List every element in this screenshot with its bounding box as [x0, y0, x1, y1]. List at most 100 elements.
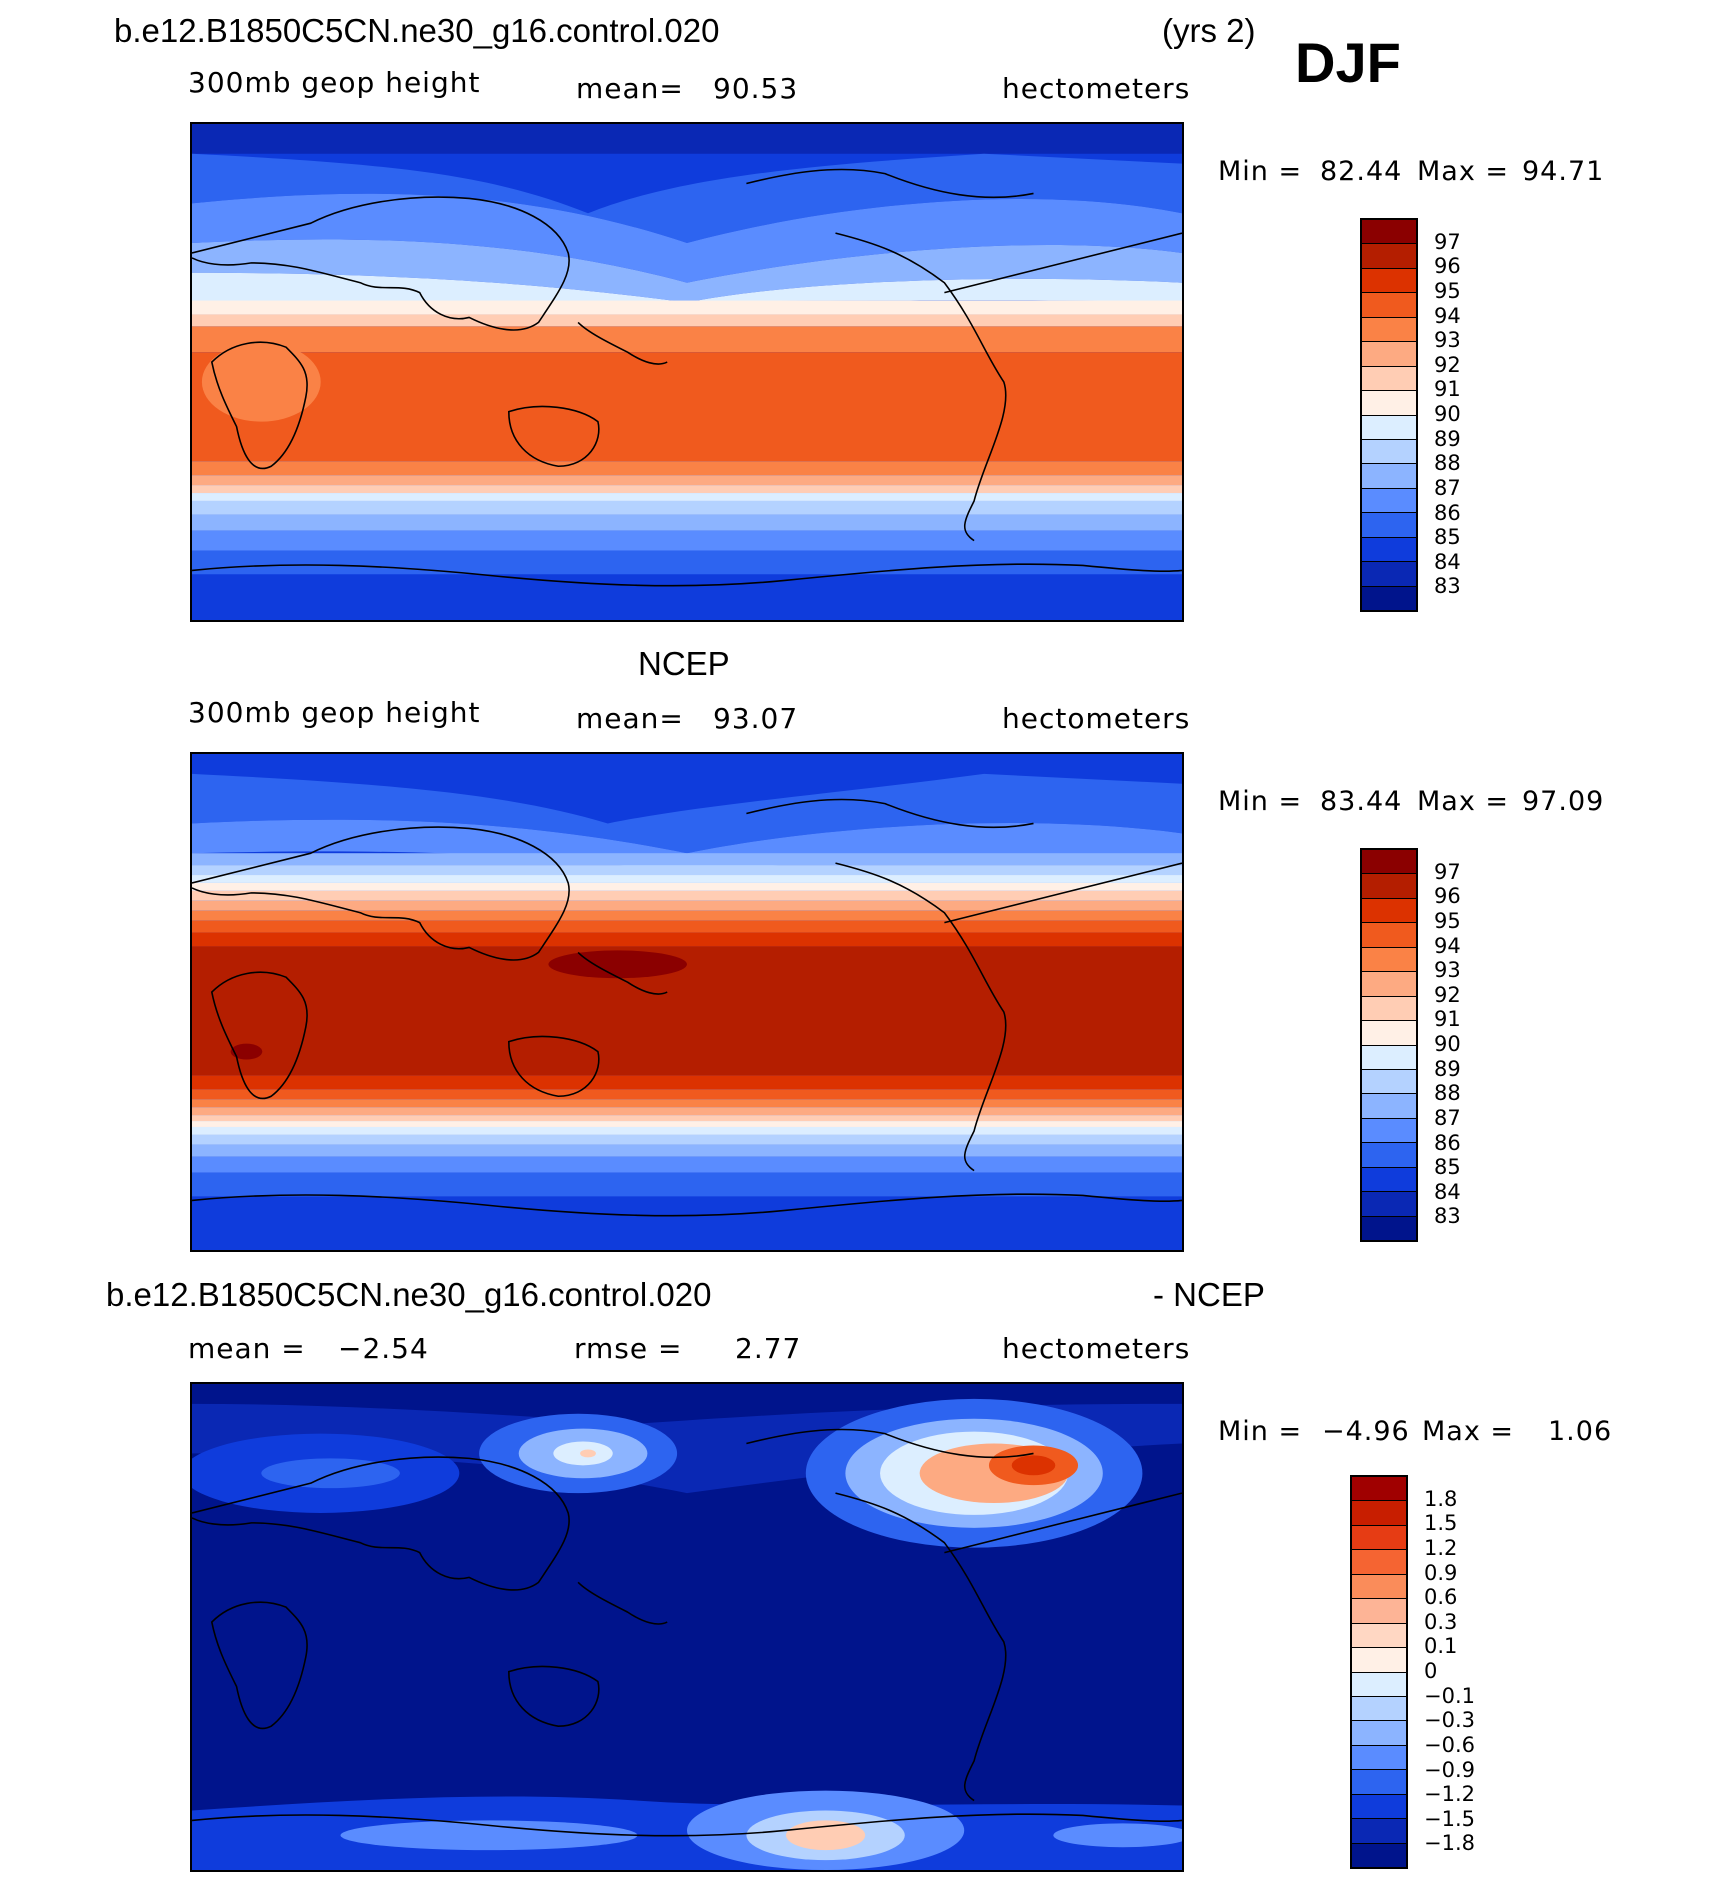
colorbar-swatch — [1362, 898, 1416, 924]
colorbar-tick-label: 93 — [1434, 328, 1461, 353]
ncep-colorbar — [1360, 848, 1418, 1242]
diff-map — [190, 1382, 1184, 1872]
colorbar-swatch — [1352, 1599, 1406, 1624]
colorbar-swatch — [1362, 268, 1416, 294]
colorbar-swatch — [1352, 1745, 1406, 1771]
colorbar-tick-label: 86 — [1434, 1130, 1461, 1155]
colorbar-tick-label: 87 — [1434, 475, 1461, 500]
colorbar-swatch — [1362, 366, 1416, 392]
colorbar-swatch — [1362, 996, 1416, 1022]
panel2-min-value: 83.44 — [1320, 786, 1403, 817]
model-map — [190, 122, 1184, 622]
colorbar-tick-label: 94 — [1434, 933, 1461, 958]
colorbar-tick-label: 1.8 — [1424, 1486, 1458, 1511]
panel2-variable: 300mb geop height — [188, 696, 481, 729]
colorbar-tick-label: 87 — [1434, 1105, 1461, 1130]
panel3-max-label: Max = — [1422, 1416, 1515, 1447]
panel2-min-label: Min = — [1218, 786, 1303, 817]
colorbar-swatch — [1352, 1672, 1406, 1697]
colorbar-swatch — [1352, 1770, 1406, 1795]
colorbar-tick-label: 88 — [1434, 1081, 1461, 1106]
season-label: DJF — [1295, 31, 1401, 94]
colorbar-tick-label: 93 — [1434, 958, 1461, 983]
colorbar-swatch — [1352, 1843, 1406, 1867]
colorbar-swatch — [1352, 1721, 1406, 1746]
ncep-map — [190, 752, 1184, 1252]
colorbar-swatch — [1362, 1045, 1416, 1070]
diff-colorbar — [1350, 1475, 1408, 1869]
colorbar-swatch — [1352, 1696, 1406, 1722]
panel3-mean-value: −2.54 — [338, 1332, 429, 1365]
colorbar-tick-label: 95 — [1434, 908, 1461, 933]
colorbar-swatch — [1362, 1118, 1416, 1144]
colorbar-tick-label: 83 — [1434, 1204, 1461, 1229]
colorbar-swatch — [1362, 488, 1416, 514]
colorbar-swatch — [1362, 1021, 1416, 1046]
colorbar-swatch — [1362, 1069, 1416, 1095]
colorbar-swatch — [1362, 1216, 1416, 1240]
colorbar-swatch — [1362, 586, 1416, 610]
panel1-max-label: Max = — [1417, 156, 1510, 187]
colorbar-swatch — [1362, 972, 1416, 997]
colorbar-swatch — [1352, 1574, 1406, 1600]
colorbar-swatch — [1362, 562, 1416, 587]
colorbar-swatch — [1352, 1525, 1406, 1551]
colorbar-tick-label: 90 — [1434, 1032, 1461, 1056]
panel2-max-value: 97.09 — [1522, 786, 1605, 817]
colorbar-tick-label: 0 — [1424, 1659, 1438, 1683]
colorbar-tick-label: 96 — [1434, 884, 1461, 909]
colorbar-tick-label: 84 — [1434, 549, 1461, 574]
colorbar-tick-label: 91 — [1434, 1007, 1461, 1032]
panel1-mean-label: mean= — [576, 72, 684, 105]
colorbar-tick-label: 97 — [1434, 229, 1461, 254]
colorbar-tick-label: 84 — [1434, 1179, 1461, 1204]
colorbar-tick-label: 92 — [1434, 352, 1461, 377]
colorbar-swatch — [1362, 439, 1416, 465]
colorbar-tick-label: 0.3 — [1424, 1609, 1458, 1634]
panel3-min-value: −4.96 — [1322, 1416, 1410, 1447]
colorbar-tick-label: −1.2 — [1424, 1782, 1475, 1807]
colorbar-swatch — [1362, 1143, 1416, 1168]
colorbar-tick-label: −1.8 — [1424, 1831, 1475, 1856]
model-colorbar — [1360, 218, 1418, 612]
colorbar-swatch — [1362, 947, 1416, 973]
colorbar-tick-label: −0.6 — [1424, 1732, 1475, 1757]
colorbar-tick-label: 85 — [1434, 1155, 1461, 1180]
colorbar-tick-label: 92 — [1434, 982, 1461, 1007]
colorbar-tick-label: −0.9 — [1424, 1757, 1475, 1782]
colorbar-swatch — [1362, 850, 1416, 875]
colorbar-swatch — [1362, 244, 1416, 269]
panel3-rmse-value: 2.77 — [735, 1332, 802, 1365]
colorbar-swatch — [1352, 1477, 1406, 1502]
colorbar-swatch — [1362, 1192, 1416, 1217]
colorbar-swatch — [1362, 391, 1416, 416]
panel3-rmse-label: rmse = — [574, 1332, 683, 1365]
panel3-max-value: 1.06 — [1548, 1416, 1613, 1447]
colorbar-tick-label: 96 — [1434, 254, 1461, 279]
colorbar-swatch — [1362, 464, 1416, 489]
colorbar-swatch — [1352, 1550, 1406, 1575]
colorbar-tick-label: 91 — [1434, 377, 1461, 402]
panel3-units: hectometers — [1002, 1332, 1191, 1365]
panel1-variable: 300mb geop height — [188, 66, 481, 99]
colorbar-swatch — [1362, 923, 1416, 948]
panel2-mean-value: 93.07 — [713, 702, 799, 735]
colorbar-tick-label: 86 — [1434, 500, 1461, 525]
colorbar-tick-label: 0.9 — [1424, 1560, 1458, 1585]
colorbar-swatch — [1362, 415, 1416, 440]
panel1-mean-value: 90.53 — [713, 72, 799, 105]
colorbar-tick-label: 0.6 — [1424, 1585, 1458, 1610]
colorbar-tick-label: 85 — [1434, 525, 1461, 550]
colorbar-tick-label: 97 — [1434, 859, 1461, 884]
colorbar-tick-label: 90 — [1434, 402, 1461, 426]
panel3-min-label: Min = — [1218, 1416, 1303, 1447]
panel1-min-label: Min = — [1218, 156, 1303, 187]
colorbar-swatch — [1362, 537, 1416, 563]
colorbar-tick-label: 1.2 — [1424, 1535, 1458, 1560]
panel2-title: NCEP — [638, 645, 730, 682]
panel3-mean-label: mean = — [188, 1332, 306, 1365]
colorbar-swatch — [1352, 1648, 1406, 1673]
colorbar-tick-label: 95 — [1434, 278, 1461, 303]
colorbar-tick-label: 89 — [1434, 1056, 1461, 1081]
colorbar-tick-label: −0.3 — [1424, 1708, 1475, 1733]
